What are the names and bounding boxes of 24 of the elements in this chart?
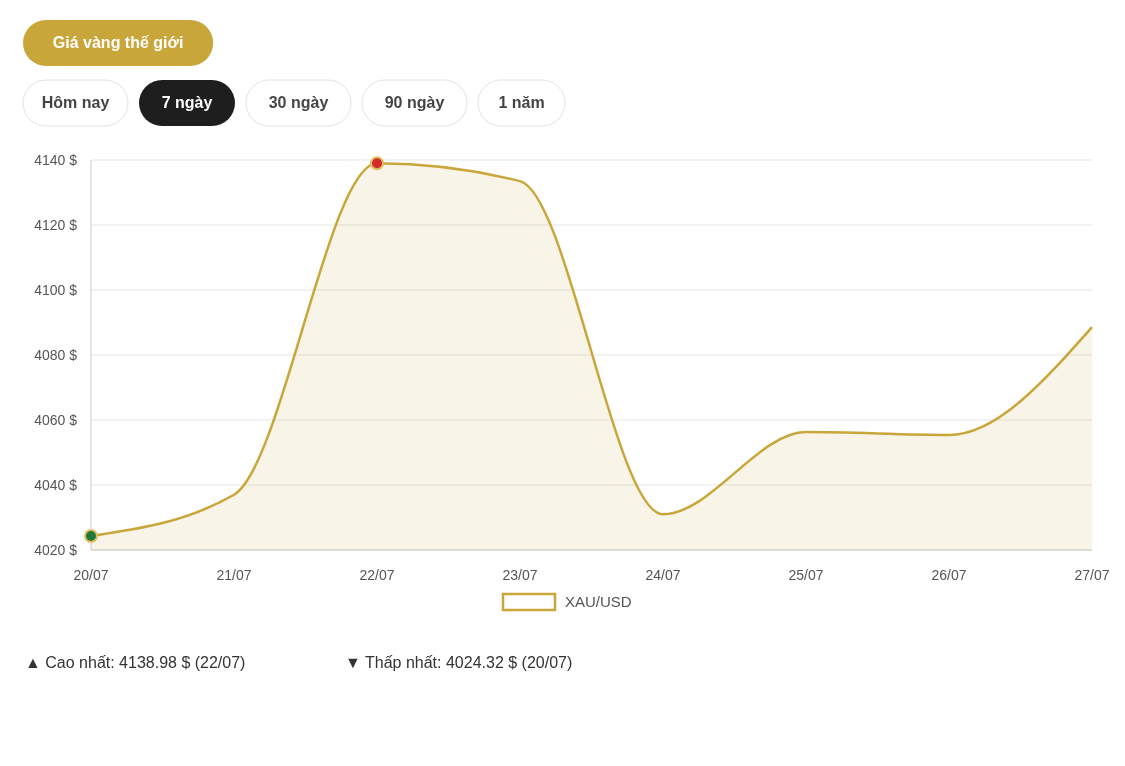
legend-label: XAU/USD [565,593,632,610]
x-tick-label: 26/07 [931,567,967,583]
y-tick-label: 4080 $ [34,347,78,363]
x-tick-label: 20/07 [73,567,109,583]
y-tick-label: 4040 $ [34,477,78,493]
y-tick-label: 4020 $ [34,542,78,558]
text: 1 năm [498,94,545,111]
x-tick-label: 23/07 [502,567,538,583]
y-tick-label: 4100 $ [34,282,78,298]
text: ▼ Thấp nhất: 4024.32 $ (20/07) [345,654,573,671]
x-tick-label: 25/07 [788,567,824,583]
x-tick-label: 27/07 [1074,567,1110,583]
text: 30 ngày [268,94,329,111]
text: 7 ngày [161,94,213,111]
y-tick-label: 4140 $ [34,152,78,168]
text: 90 ngày [384,94,445,111]
x-tick-label: 22/07 [359,567,395,583]
x-tick-label: 21/07 [216,567,252,583]
text: ▲ Cao nhất: 4138.98 $ (22/07) [25,654,246,671]
text: Hôm nay [41,94,110,111]
y-tick-label: 4120 $ [34,217,78,233]
x-tick-label: 24/07 [645,567,681,583]
text: Giá vàng thế giới [52,34,184,51]
y-tick-label: 4060 $ [34,412,78,428]
